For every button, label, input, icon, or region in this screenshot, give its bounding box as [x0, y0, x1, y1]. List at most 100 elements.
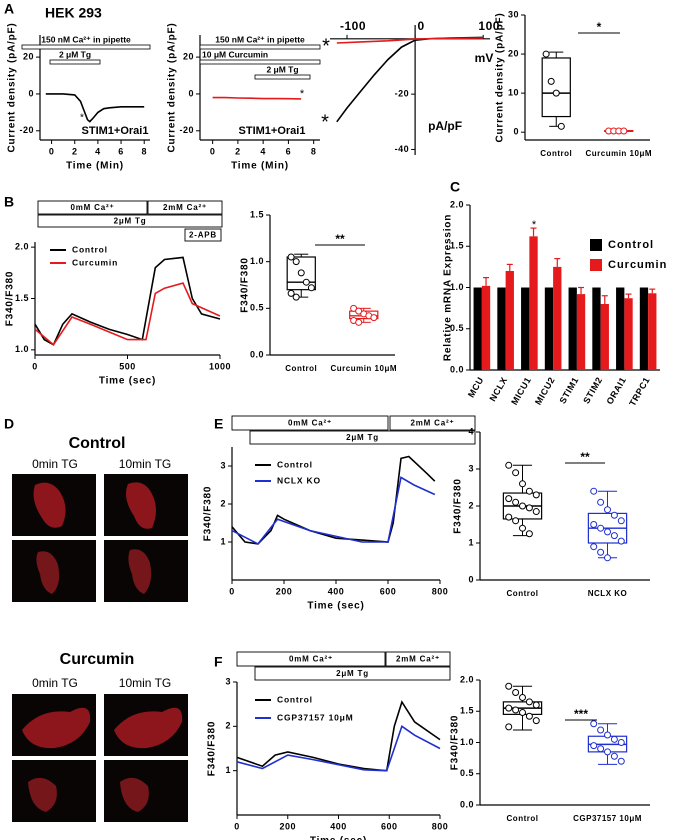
y-axis-label: F340/F380 [203, 486, 214, 542]
x-tick-label: Control [285, 364, 317, 373]
data-point [552, 89, 560, 97]
bar [648, 293, 657, 370]
x-tick-label: Control [507, 589, 539, 598]
stimulus-bar [385, 651, 451, 667]
image-column-label: 10min TG [119, 676, 171, 690]
stimulus-bar [49, 59, 101, 65]
annotation: 2mM Ca²⁺ [411, 419, 455, 428]
y-axis-label: Current density (pA/pF) [7, 22, 18, 152]
x-tick-label: 600 [380, 586, 397, 596]
data-point [590, 487, 598, 495]
trace [212, 96, 302, 100]
micrograph [104, 694, 188, 756]
trace [336, 37, 484, 44]
x-tick-label: 4 [95, 146, 101, 156]
annotation: 0mM Ca²⁺ [71, 203, 115, 212]
y-axis-label: Current density (pA/pF) [495, 12, 506, 142]
y-tick-label: 20 [183, 51, 194, 61]
data-point [519, 694, 526, 701]
stimulus-bar [254, 74, 311, 80]
bar [544, 287, 554, 370]
data-point [505, 461, 513, 469]
data-point [525, 504, 533, 512]
x-tick-label: 0 [49, 146, 55, 156]
annotation: 0mM Ca²⁺ [288, 419, 332, 428]
x-tick-label: Control [507, 814, 539, 823]
data-point [604, 748, 611, 756]
x-tick-label: 8 [141, 146, 147, 156]
annotation: ** [335, 232, 345, 246]
x-tick-label: 8 [311, 146, 317, 156]
x-axis-label: Time (sec) [310, 836, 367, 840]
bar [481, 285, 491, 370]
data-point [597, 745, 605, 753]
stimulus-bar [389, 415, 476, 431]
panel-label: D [4, 416, 14, 432]
bar [505, 271, 514, 370]
data-point [302, 278, 310, 286]
data-point [617, 757, 625, 765]
bar [497, 287, 506, 370]
data-point [610, 532, 618, 540]
legend-swatch [590, 239, 602, 251]
trace [34, 256, 221, 346]
annotation: 2mM Ca²⁺ [396, 655, 440, 664]
x-tick-label: MICU1 [509, 375, 533, 406]
stimulus-bar [199, 59, 321, 65]
annotation: * [322, 35, 330, 57]
panel-label: A [4, 1, 14, 17]
x-tick-label: 800 [432, 821, 449, 831]
x-tick-label: 0 [210, 146, 216, 156]
image-group-title: Curcumin [60, 651, 135, 668]
data-point [542, 50, 550, 58]
stimulus-bar [147, 200, 223, 215]
data-point [297, 269, 305, 277]
data-point [597, 548, 605, 556]
y-axis-label: Relative mRNA Expression [443, 214, 454, 361]
bar [624, 298, 633, 370]
x-tick-label: Curcumin 10μM [330, 364, 397, 373]
y-tick-label: 2.0 [450, 199, 464, 209]
x-tick-label: 0 [234, 821, 240, 831]
data-point [590, 720, 598, 728]
annotation: * [80, 113, 84, 124]
y-tick-label: 1.5 [450, 241, 464, 251]
y-tick-label: 1.0 [250, 256, 264, 266]
x-tick-label: 6 [118, 146, 124, 156]
y-tick-label: 0.0 [450, 364, 464, 374]
annotation: * [597, 20, 602, 34]
data-point [525, 487, 533, 495]
annotation: 0mM Ca²⁺ [289, 655, 333, 664]
panel-title: HEK 293 [45, 5, 102, 21]
trace [231, 476, 436, 545]
y-tick-label: 0.5 [250, 303, 264, 313]
y-tick-label: 2.0 [15, 242, 29, 252]
annotation: ** [580, 450, 590, 464]
x-tick-label: 400 [330, 821, 347, 831]
panel-label: F [214, 654, 223, 670]
data-point [519, 502, 526, 510]
x-tick-label: 0 [418, 19, 425, 33]
y-tick-label: 0 [188, 88, 194, 98]
y-tick-label: 20 [508, 48, 519, 58]
annotation: 2-APB [189, 231, 217, 240]
bar [529, 236, 538, 370]
y-tick-label: 3 [225, 676, 231, 686]
legend-label: NCLX KO [277, 475, 321, 485]
data-point [597, 726, 605, 734]
legend-label: Control [277, 459, 313, 469]
annotation: STIM1+Orai1 [239, 125, 306, 137]
data-point [617, 517, 625, 525]
y-tick-label: 0.5 [460, 768, 474, 778]
y-tick-label: 30 [508, 9, 519, 19]
data-point [547, 77, 555, 85]
stimulus-bar [231, 415, 389, 431]
micrograph [12, 474, 96, 536]
data-point [512, 517, 520, 525]
micrograph [104, 760, 188, 822]
x-tick-label: 100 [478, 19, 500, 33]
annotation: 2μM Tg [346, 433, 379, 442]
data-point [532, 701, 540, 709]
panel-label: B [4, 194, 14, 210]
bar [553, 266, 562, 370]
